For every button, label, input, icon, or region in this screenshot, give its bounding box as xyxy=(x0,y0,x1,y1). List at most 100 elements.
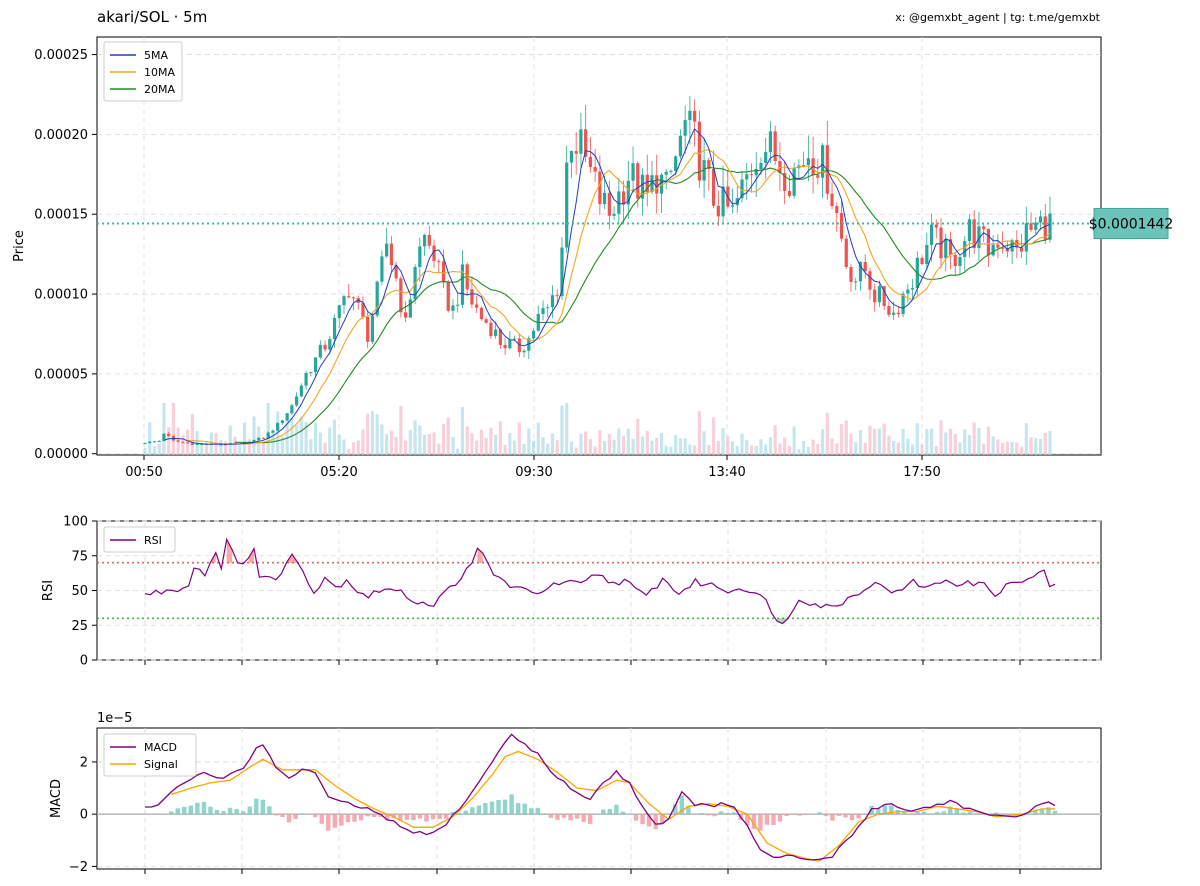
candle-body xyxy=(389,243,393,266)
macd-histogram-bar xyxy=(234,809,239,815)
macd-histogram-bar xyxy=(1046,807,1051,815)
rsi-y-tick-label: 25 xyxy=(71,619,88,634)
candle-body xyxy=(347,296,351,298)
macd-histogram-bar xyxy=(267,806,272,815)
candle-body xyxy=(598,171,602,205)
macd-histogram-bar xyxy=(371,814,377,817)
macd-histogram-bar xyxy=(398,814,403,821)
volume-bar xyxy=(787,446,791,455)
volume-bar xyxy=(650,440,654,455)
candle xyxy=(276,422,280,432)
candle xyxy=(271,429,275,434)
volume-bar xyxy=(162,403,166,455)
candle-body xyxy=(716,205,720,217)
volume-bar xyxy=(157,443,161,455)
candle xyxy=(787,174,791,198)
volume-bar xyxy=(1029,437,1033,455)
candle-body xyxy=(892,312,896,315)
candle xyxy=(337,304,341,328)
candle-body xyxy=(948,239,953,255)
volume-bar xyxy=(835,443,839,455)
candle xyxy=(948,231,953,270)
macd-histogram-bar xyxy=(764,814,770,825)
candle-body xyxy=(839,213,844,239)
candle-body xyxy=(655,175,659,194)
volume-bar xyxy=(588,439,592,455)
volume-bar xyxy=(531,440,536,455)
candle-body xyxy=(1043,216,1047,240)
candle xyxy=(555,288,559,304)
candle xyxy=(707,157,711,191)
macd-histogram-bar xyxy=(332,814,338,828)
candle xyxy=(603,176,607,210)
macd-scale-label: 1e−5 xyxy=(97,711,132,726)
volume-bar xyxy=(915,423,919,455)
volume-bar xyxy=(678,438,683,455)
candle-body xyxy=(683,120,687,136)
volume-bar xyxy=(939,420,943,455)
candle xyxy=(621,180,626,224)
volume-bar xyxy=(404,440,408,455)
volume-bar xyxy=(247,439,251,455)
volume-bar xyxy=(958,442,962,455)
volume-bar xyxy=(465,426,469,455)
candle xyxy=(754,152,758,197)
volume-bar xyxy=(707,445,711,455)
candle-body xyxy=(1034,222,1038,230)
candle-body xyxy=(555,295,559,297)
candle-body xyxy=(721,186,725,217)
rsi-y-tick-label: 50 xyxy=(71,584,88,599)
macd-histogram-bar xyxy=(175,808,180,815)
candle-body xyxy=(740,179,744,199)
macd-histogram-bar xyxy=(902,812,907,815)
volume-bar xyxy=(1038,438,1043,455)
candle-body xyxy=(460,264,465,305)
volume-bar xyxy=(1034,438,1038,455)
volume-bar xyxy=(536,422,540,455)
macd-histogram-bar xyxy=(299,813,305,815)
macd-histogram-bar xyxy=(876,808,881,815)
candle xyxy=(863,254,867,279)
candle-body xyxy=(422,234,427,247)
candle-body xyxy=(385,243,389,257)
candle xyxy=(522,348,526,358)
candle-body xyxy=(498,329,502,345)
candle-body xyxy=(299,385,303,397)
rsi-y-tick-label: 75 xyxy=(71,549,88,564)
volume-bar xyxy=(361,429,365,455)
candle-body xyxy=(451,305,455,311)
macd-panel-frame xyxy=(96,727,1102,870)
candle xyxy=(309,371,313,377)
macd-histogram-bar xyxy=(928,813,933,815)
macd-histogram-bar xyxy=(201,802,207,815)
candle-body xyxy=(489,322,493,337)
candle-body xyxy=(148,441,152,444)
price-y-tick-label: 0.00015 xyxy=(34,208,88,223)
volume-bar xyxy=(148,422,152,455)
volume-bar xyxy=(764,444,768,455)
candle xyxy=(678,129,683,160)
macd-histogram-bar xyxy=(601,809,606,815)
macd-histogram-bar xyxy=(247,806,252,815)
legend-label: RSI xyxy=(144,534,162,547)
volume-bar xyxy=(626,428,630,455)
volume-bar xyxy=(347,449,351,455)
macd-histogram-bar xyxy=(280,814,285,818)
macd-histogram-bar xyxy=(214,809,220,815)
macd-y-tick-label: −2 xyxy=(69,860,88,875)
candle xyxy=(830,181,834,210)
volume-bar xyxy=(546,443,550,455)
volume-bar xyxy=(688,444,692,455)
volume-bar xyxy=(351,442,356,455)
candle-body xyxy=(982,226,986,230)
volume-bar xyxy=(299,416,303,455)
macd-histogram-bar xyxy=(529,808,534,815)
macd-histogram-bar xyxy=(515,803,521,815)
price-x-tick-label: 13:40 xyxy=(708,465,745,480)
macd-histogram-bar xyxy=(293,814,298,820)
price-y-axis-label: Price xyxy=(12,230,27,262)
candle xyxy=(977,212,981,261)
chart-title: akari/SOL · 5m xyxy=(97,8,208,26)
price-y-tick-label: 0.00020 xyxy=(34,128,88,143)
volume-bar xyxy=(1024,423,1028,455)
